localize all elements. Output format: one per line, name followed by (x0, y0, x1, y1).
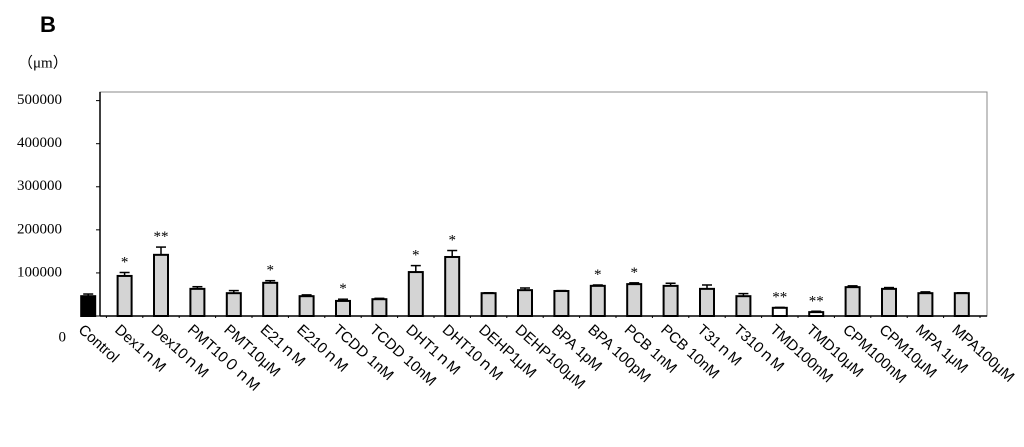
bar (953, 292, 970, 317)
bar (262, 281, 279, 318)
bar (153, 253, 169, 317)
y-tick-label: 400000 (17, 135, 62, 151)
significance-mark: * (266, 263, 274, 279)
y-tick-label: 0 (59, 329, 67, 345)
bar (844, 286, 861, 317)
significance-mark: ** (772, 289, 787, 305)
bar (589, 284, 606, 318)
plot-frame (99, 91, 988, 317)
bar (480, 292, 497, 317)
y-tick-label: 100000 (17, 264, 62, 280)
bar (298, 295, 315, 317)
bar (808, 311, 825, 318)
bar (917, 292, 934, 317)
bar (116, 274, 133, 318)
y-tick-label: 300000 (17, 178, 62, 194)
y-axis-label: （μm） (18, 54, 68, 71)
bar (553, 290, 570, 317)
bar (225, 292, 242, 317)
significance-mark: ** (809, 293, 824, 309)
bar (662, 284, 679, 318)
bar (699, 287, 715, 318)
bar (371, 298, 388, 318)
bar (80, 295, 97, 317)
bar (189, 287, 206, 318)
x-tick-label: Control (75, 321, 122, 366)
significance-mark: ** (154, 229, 169, 245)
bar (771, 306, 788, 318)
significance-mark: * (412, 248, 420, 264)
significance-mark: * (121, 254, 129, 270)
bar (626, 283, 643, 317)
bar (407, 271, 424, 317)
bar (881, 287, 897, 318)
significance-mark: * (339, 281, 347, 297)
bar (517, 289, 533, 317)
bar (735, 295, 752, 317)
bar (444, 255, 461, 318)
significance-mark: * (630, 265, 638, 281)
panel-label: B (40, 12, 56, 37)
significance-mark: * (594, 267, 602, 283)
y-tick-label: 500000 (17, 92, 62, 108)
y-tick-label: 200000 (17, 221, 62, 237)
bar (335, 299, 351, 317)
significance-mark: * (448, 233, 456, 249)
